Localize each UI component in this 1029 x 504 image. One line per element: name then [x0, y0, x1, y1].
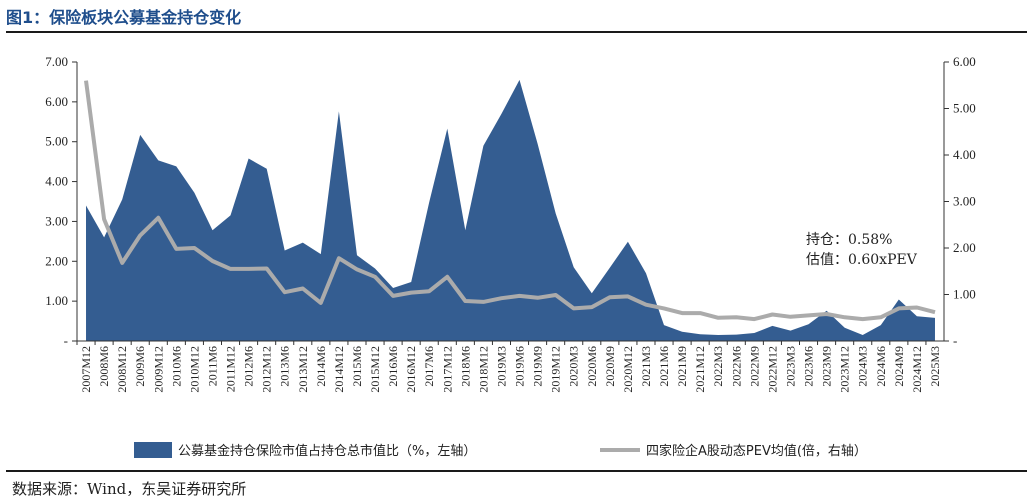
x-tick-label: 2021M12	[693, 346, 707, 393]
left-tick-label: -	[64, 333, 68, 348]
x-tick-label: 2012M12	[260, 346, 274, 393]
legend: 公募基金持仓保险市值占持仓总市值比（%，左轴） 四家险企A股动态PEV均值(倍，…	[134, 442, 867, 459]
x-tick-label: 2007M12	[79, 346, 93, 393]
x-tick-label: 2022M6	[729, 346, 743, 387]
area-series-holding	[86, 79, 935, 342]
source-note: 数据来源：Wind，东吴证券研究所	[12, 480, 247, 498]
left-tick-label: 4.00	[45, 174, 68, 189]
x-tick-label: 2021M6	[657, 346, 671, 387]
x-tick-label: 2020M3	[567, 346, 581, 387]
x-tick-label: 2020M12	[621, 346, 635, 393]
x-tick-label: 2010M12	[187, 346, 201, 393]
x-tick-label: 2009M12	[151, 346, 165, 393]
legend-swatch-area	[134, 442, 172, 458]
x-tick-label: 2019M3	[494, 346, 508, 387]
x-tick-label: 2008M12	[115, 346, 129, 393]
x-tick-label: 2023M9	[820, 346, 834, 387]
title-divider	[6, 31, 1027, 33]
line-series-pev	[84, 80, 936, 322]
x-tick-label: 2021M9	[675, 346, 689, 387]
x-tick-label: 2024M3	[856, 346, 870, 387]
footer-divider	[6, 470, 1027, 472]
x-tick-label: 2022M12	[765, 346, 779, 393]
x-tick-label: 2015M12	[368, 346, 382, 393]
line-series-layer	[84, 80, 936, 322]
x-tick-label: 2013M12	[296, 346, 310, 393]
x-tick-label: 2010M6	[169, 346, 183, 387]
x-tick-label: 2016M12	[404, 346, 418, 393]
figure-title: 图1：保险板块公募基金持仓变化	[6, 8, 242, 27]
x-tick-label: 2021M3	[639, 346, 653, 387]
right-tick-label: 2.00	[953, 240, 976, 255]
x-tick-label: 2023M12	[838, 346, 852, 393]
x-tick-label: 2016M6	[386, 346, 400, 387]
x-tick-label: 2024M9	[892, 346, 906, 387]
annotation-layer: 持仓：0.58% 估值：0.60xPEV	[806, 232, 918, 268]
x-tick-label: 2022M9	[747, 346, 761, 387]
x-tick-label: 2014M6	[314, 346, 328, 387]
right-tick-label: 3.00	[953, 194, 976, 209]
right-tick-label: -	[953, 333, 957, 348]
legend-label-line: 四家险企A股动态PEV均值(倍，右轴）	[646, 443, 867, 459]
x-tick-label: 2020M6	[585, 346, 599, 387]
x-tick-label: 2015M6	[350, 346, 364, 387]
x-tick-label: 2014M12	[332, 346, 346, 393]
area-series-layer	[86, 79, 935, 342]
x-tick-label: 2018M6	[458, 346, 472, 387]
right-tick-label: 6.00	[953, 54, 976, 69]
axes-layer: - 1.00 2.00 3.00 4.00 5.00 6.00 7.00 - 1.00 2.00 3.…	[45, 54, 976, 393]
x-tick-label: 2023M6	[802, 346, 816, 387]
x-tick-label: 2019M9	[531, 346, 545, 387]
x-tick-label: 2024M12	[910, 346, 924, 393]
x-tick-label: 2019M6	[513, 346, 527, 387]
chart: - 1.00 2.00 3.00 4.00 5.00 6.00 7.00 - 1.00 2.00 3.…	[45, 54, 976, 459]
legend-label-area: 公募基金持仓保险市值占持仓总市值比（%，左轴）	[178, 443, 476, 459]
x-tick-label: 2017M12	[440, 346, 454, 393]
x-tick-label: 2018M12	[476, 346, 490, 393]
x-tick-label: 2008M6	[97, 346, 111, 387]
left-tick-label: 7.00	[45, 54, 68, 69]
left-tick-label: 5.00	[45, 134, 68, 149]
x-tick-label: 2009M6	[133, 346, 147, 387]
x-tick-label: 2011M6	[205, 346, 219, 386]
left-tick-label: 2.00	[45, 253, 68, 268]
x-tick-label: 2019M12	[549, 346, 563, 393]
x-tick-label: 2012M6	[242, 346, 256, 387]
left-tick-label: 6.00	[45, 94, 68, 109]
x-tick-label: 2017M6	[422, 346, 436, 387]
right-tick-label: 5.00	[953, 101, 976, 116]
left-tick-label: 3.00	[45, 213, 68, 228]
x-tick-label: 2025M3	[928, 346, 942, 387]
x-tick-label: 2024M6	[874, 346, 888, 387]
x-tick-label: 2011M12	[224, 346, 238, 392]
right-tick-label: 4.00	[953, 147, 976, 162]
left-tick-label: 1.00	[45, 293, 68, 308]
annotation-valuation: 估值：0.60xPEV	[806, 252, 918, 268]
x-tick-label: 2023M3	[783, 346, 797, 387]
x-tick-label: 2022M3	[711, 346, 725, 387]
x-tick-label: 2020M9	[603, 346, 617, 387]
x-tick-label: 2013M6	[278, 346, 292, 387]
annotation-holding: 持仓：0.58%	[806, 232, 892, 248]
right-tick-label: 1.00	[953, 287, 976, 302]
